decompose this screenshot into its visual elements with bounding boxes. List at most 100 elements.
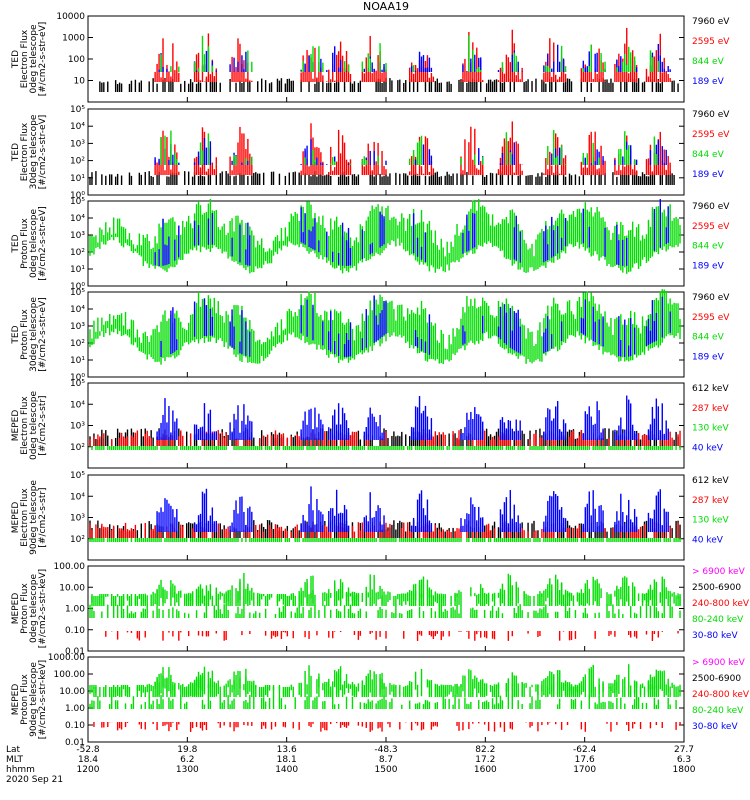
- footer-mlt-value: 18.1: [277, 755, 297, 765]
- panel-8-ytick-label: 1.00: [65, 704, 85, 714]
- panel-4-ytick-label: 10³: [70, 322, 85, 332]
- panel-6-ylabel-line: MEPED: [11, 502, 21, 534]
- panel-8-ytick-label: 10.00: [59, 687, 85, 697]
- panel-4-data-series: [89, 289, 681, 365]
- panel-2-ytick-label: 10⁴: [70, 122, 85, 132]
- panel-4-ytick-label: 10¹: [70, 356, 85, 366]
- panel-1-ytick-label: 100: [68, 55, 85, 65]
- footer-lat-value: 19.8: [177, 745, 197, 755]
- panel-7-legend-entry: 2500-6900: [692, 583, 741, 593]
- footer-lat-value: -62.4: [573, 745, 597, 755]
- panel-4-ylabel-line: TED: [11, 325, 21, 344]
- panel-2-legend-entry: 7960 eV: [692, 110, 730, 120]
- panel-3-ytick-label: 10²: [70, 248, 85, 258]
- panel-8-data-series: [89, 664, 681, 732]
- footer-lat-value: 82.2: [475, 745, 495, 755]
- panel-8-legend-entry: 80-240 keV: [692, 706, 744, 716]
- panel-7-ylabel-line: 0deg telescope: [29, 574, 39, 644]
- panel-6-ylabel-line: [#/cm2-s-str]: [38, 487, 48, 547]
- footer-row-label: MLT: [6, 755, 24, 765]
- panel-3-ytick-label: 10⁴: [70, 214, 85, 224]
- panel-4-ylabel-line: 30deg telescope: [29, 297, 39, 372]
- panel-4-ytick-label: 10⁴: [70, 305, 85, 315]
- panel-2-legend-entry: 189 eV: [692, 170, 725, 180]
- panel-8-legend-entry: 30-80 keV: [692, 722, 738, 732]
- panel-3-legend-entry: 844 eV: [692, 242, 725, 252]
- panel-3-ylabel-line: 0deg telescope: [29, 209, 39, 279]
- panel-5-legend-entry: 40 keV: [692, 443, 724, 453]
- panel-7-legend-entry: 80-240 keV: [692, 615, 744, 625]
- panel-7-ytick-label: 0.10: [65, 626, 85, 636]
- panel-1-ylabel-line: TED: [11, 50, 21, 69]
- panel-3: 10⁵ 10⁴ 10³ 10² 10¹ 10⁰ TED Proton Flux 0deg tel…: [11, 197, 730, 292]
- footer-hhmm-value: 1700: [573, 765, 596, 775]
- panel-8: 1000.00 100.00 10.00 1.00 0.10 0.01 MEPED Proto…: [11, 653, 750, 748]
- panel-6: 10⁵ 10⁴ 10³ 10² MEPED Electron Flux 90deg tele…: [11, 471, 729, 561]
- panel-2-legend-entry: 2595 eV: [692, 130, 730, 140]
- panel-1-ylabel-line: 0deg telescope: [29, 24, 39, 94]
- panel-7-ytick-label: 0.01: [65, 647, 85, 657]
- panel-1-legend-entry: 844 eV: [692, 57, 725, 67]
- panel-7-ylabel-line: [#/cm2-s-str-keV]: [38, 569, 48, 648]
- panel-8-ytick-label: 0.01: [65, 738, 85, 748]
- panel-5-ytick-label: 10⁵: [70, 379, 85, 389]
- panel-6-ytick-label: 10²: [70, 535, 85, 545]
- panel-8-ytick-label: 100.00: [54, 670, 86, 680]
- footer-hhmm-value: 1800: [673, 765, 696, 775]
- panel-7-legend-entry: 30-80 keV: [692, 631, 738, 641]
- panel-1-ylabel-line: Electron Flux: [20, 29, 30, 88]
- panel-1-legend-entry: 2595 eV: [692, 37, 730, 47]
- panel-4-legend-entry: 189 eV: [692, 352, 725, 362]
- panel-2-ytick-label: 10⁰: [70, 191, 85, 201]
- panel-8-ytick-label: 1000.00: [48, 653, 85, 663]
- panel-7-ylabel-line: MEPED: [11, 593, 21, 625]
- panel-5-legend-entry: 612 keV: [692, 384, 729, 394]
- panel-2-ylabel-line: 30deg telescope: [29, 114, 39, 189]
- panel-4-ytick-label: 10⁵: [70, 288, 85, 298]
- panel-3-ytick-label: 10³: [70, 231, 85, 241]
- panel-4-ylabel-line: Proton Flux: [20, 309, 30, 360]
- footer-mlt-value: 6.2: [180, 755, 194, 765]
- panel-2-ylabel-line: [#/cm2-s-str-eV]: [38, 115, 48, 190]
- panel-8-ylabel-line: [#/cm2-s-str-keV]: [38, 660, 48, 739]
- footer-mlt-value: 18.4: [78, 755, 98, 765]
- panel-2-legend-entry: 844 eV: [692, 150, 725, 160]
- panel-7-ylabel-line: Proton Flux: [20, 583, 30, 634]
- panel-1-legend-entry: 189 eV: [692, 77, 725, 87]
- panel-6-ytick-label: 10⁴: [70, 492, 85, 502]
- panel-5-data-series: [89, 395, 681, 450]
- panel-5-ylabel-line: [#/cm2-s-str]: [38, 395, 48, 455]
- footer-hhmm-value: 1600: [474, 765, 497, 775]
- panel-3-ylabel-line: TED: [11, 234, 21, 253]
- panel-4-ytick-label: 10²: [70, 339, 85, 349]
- panel-1-ytick-label: 10000: [56, 12, 85, 22]
- panel-5-legend-entry: 130 keV: [692, 424, 729, 434]
- footer-mlt-value: 17.2: [475, 755, 495, 765]
- footer-lat-value: 27.7: [674, 745, 694, 755]
- panel-3-legend-entry: 2595 eV: [692, 222, 730, 232]
- panel-4-legend-entry: 2595 eV: [692, 313, 730, 323]
- panel-1-legend-entry: 7960 eV: [692, 17, 730, 27]
- panel-2-data-series: [89, 121, 675, 185]
- panel-1-ytick-label: 1000: [62, 34, 85, 44]
- panel-2-ytick-label: 10⁵: [70, 105, 85, 115]
- panel-8-ylabel-line: MEPED: [11, 684, 21, 716]
- panel-5-ytick-label: 10⁴: [70, 400, 85, 410]
- panel-4: 10⁵ 10⁴ 10³ 10² 10¹ 10⁰ TED Proton Flux 30deg te…: [11, 288, 730, 383]
- panel-8-legend-entry: 2500-6900: [692, 674, 741, 684]
- footer-row-label: hhmm: [6, 765, 35, 775]
- panel-5-ylabel-line: 0deg telescope: [29, 391, 39, 461]
- panel-2-ylabel-line: TED: [11, 143, 21, 162]
- panel-6-ytick-label: 10³: [70, 514, 85, 524]
- panel-3-data-series: [89, 198, 681, 274]
- panel-5-ytick-label: 10²: [70, 443, 85, 453]
- panel-8-legend-entry: 240-800 keV: [692, 690, 750, 700]
- panel-3-ylabel-line: [#/cm2-s-str-eV]: [38, 206, 48, 281]
- footer-date: 2020 Sep 21: [6, 775, 63, 785]
- panel-2-ytick-label: 10²: [70, 157, 85, 167]
- panel-8-ytick-label: 0.10: [65, 721, 85, 731]
- panel-4-ylabel-line: [#/cm2-s-str-eV]: [38, 297, 48, 372]
- panel-7-legend-entry: 240-800 keV: [692, 599, 750, 609]
